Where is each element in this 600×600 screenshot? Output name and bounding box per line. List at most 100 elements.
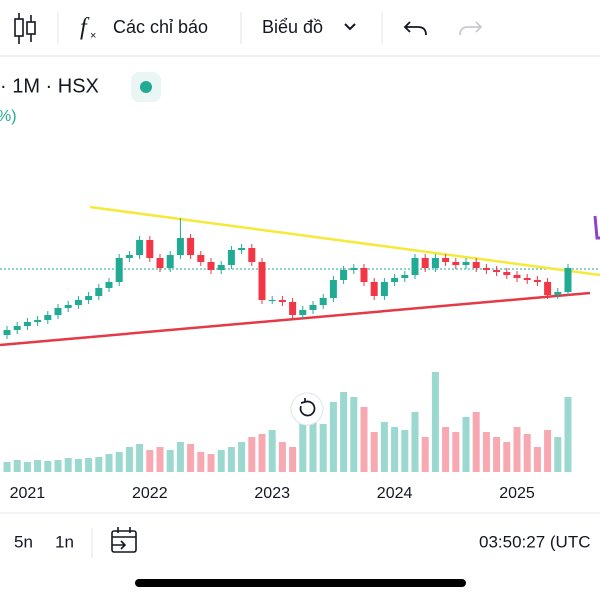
candle-body	[13, 326, 21, 330]
candle-body	[85, 296, 93, 300]
date-range-button[interactable]	[111, 527, 137, 553]
candle-body	[513, 275, 521, 278]
x-tick-label: 2023	[254, 485, 290, 502]
candle-body	[207, 262, 215, 270]
undo-button[interactable]	[403, 21, 427, 36]
volume-bar	[380, 422, 388, 472]
x-tick-label: 2025	[499, 485, 535, 502]
candle-body	[493, 270, 501, 272]
reset-button[interactable]	[290, 392, 324, 426]
indicators-button[interactable]: Các chỉ báo	[113, 17, 208, 37]
volume-bar	[319, 424, 327, 472]
candle-body	[54, 308, 62, 315]
volume-bar	[431, 372, 439, 472]
volume-bar	[564, 397, 572, 472]
candle-body	[197, 255, 205, 262]
volume-bar	[401, 430, 409, 472]
volume-bar	[146, 450, 154, 472]
candle-body	[482, 268, 490, 270]
volume-bar	[176, 442, 184, 472]
candle-body	[166, 255, 174, 268]
volume-bar	[95, 457, 103, 472]
candle-body	[187, 238, 195, 255]
volume-bar	[74, 459, 82, 472]
volume-bar	[340, 392, 348, 472]
volume-bar	[44, 461, 52, 472]
volume-bar	[258, 434, 266, 472]
volume-bar	[452, 432, 460, 472]
status-dot	[140, 81, 152, 93]
volume-bar	[34, 460, 42, 472]
volume-bar	[472, 412, 480, 472]
candle-icon[interactable]	[14, 13, 36, 44]
fx-icon-x: ×	[90, 30, 96, 42]
candle-body	[554, 292, 562, 295]
volume-bar	[64, 458, 72, 472]
volume-bar	[544, 430, 552, 472]
volume-bar	[482, 432, 490, 472]
candle-body	[309, 305, 317, 310]
volume-bar	[299, 422, 307, 472]
range-5y-button[interactable]: 5n	[14, 532, 33, 551]
candle-body	[503, 272, 511, 275]
range-1y-button[interactable]: 1n	[55, 532, 74, 551]
volume-bar	[309, 417, 317, 472]
candle-body	[258, 262, 266, 300]
drawing-text	[593, 215, 600, 240]
volume-bar	[493, 437, 501, 472]
candle-body	[227, 250, 235, 265]
candle-body	[95, 288, 103, 296]
candle-body	[329, 280, 337, 298]
candle-body	[370, 282, 378, 296]
fx-icon[interactable]: f	[80, 15, 90, 41]
volume-bar	[238, 442, 246, 472]
candle-body	[74, 300, 82, 305]
volume-bar	[462, 417, 470, 472]
candle-body	[34, 320, 42, 322]
candle-body	[278, 300, 286, 302]
candle-body	[176, 238, 184, 255]
candle-body	[268, 300, 276, 301]
home-indicator	[135, 579, 466, 587]
volume-bar	[442, 427, 450, 472]
x-tick-label: 2024	[377, 485, 413, 502]
volume-bar	[278, 442, 286, 472]
volume-bar	[350, 397, 358, 472]
volume-bar	[391, 427, 399, 472]
volume-bar	[248, 437, 256, 472]
volume-bar	[166, 450, 174, 472]
candle-body	[411, 258, 419, 275]
chart-menu-button[interactable]: Biểu đồ	[262, 17, 323, 37]
volume-bar	[289, 447, 297, 472]
candle-body	[136, 240, 144, 255]
candle-body	[533, 280, 541, 282]
volume-bar	[421, 437, 429, 472]
candle-body	[248, 248, 256, 262]
chevron	[344, 23, 356, 31]
volume-bar	[105, 454, 113, 472]
candle-body	[452, 262, 460, 265]
volume-bar	[554, 437, 562, 472]
candle-body	[156, 258, 164, 268]
volume-bar	[187, 444, 195, 472]
volume-bar	[217, 450, 225, 472]
candle-body	[431, 258, 439, 268]
reset-icon	[299, 398, 316, 417]
support-trendline	[0, 291, 591, 347]
candle-body	[442, 258, 450, 262]
candle-body	[472, 262, 480, 268]
candle-body	[146, 240, 154, 258]
candle-body	[23, 322, 31, 326]
candle-body	[350, 268, 358, 270]
volume-bar	[370, 432, 378, 472]
candle-body	[391, 278, 399, 282]
price-change: %)	[0, 108, 17, 125]
volume-bar	[329, 402, 337, 472]
volume-bar	[85, 458, 93, 472]
volume-bar	[54, 460, 62, 472]
candle-body	[3, 330, 11, 335]
candle-body	[523, 278, 531, 280]
candle-body	[421, 258, 429, 268]
candle-body	[340, 270, 348, 280]
redo-button[interactable]	[459, 21, 483, 36]
